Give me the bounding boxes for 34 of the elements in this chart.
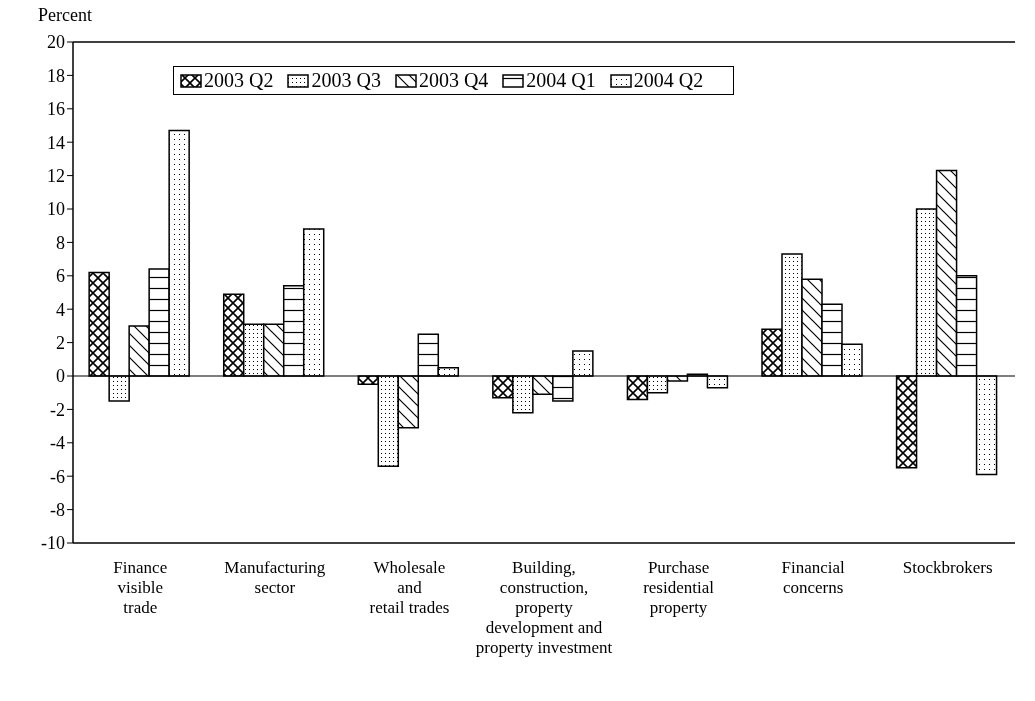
bar xyxy=(975,375,998,476)
x-tick-label: Finance visible trade xyxy=(113,558,168,617)
y-tick-label: 10 xyxy=(47,199,65,220)
legend-label: 2003 Q4 xyxy=(417,69,489,92)
y-tick-label: 20 xyxy=(47,32,65,53)
y-tick-label: -10 xyxy=(41,533,65,554)
legend-label: 2003 Q3 xyxy=(310,69,381,92)
bar xyxy=(108,375,130,402)
x-tick-label: Manufacturing sector xyxy=(224,558,326,597)
legend-label: 2004 Q1 xyxy=(525,69,596,92)
bar xyxy=(572,350,594,377)
y-tick-label: 8 xyxy=(56,232,65,253)
y-tick-label: -8 xyxy=(50,499,65,520)
x-tick-label: Building, construction, property development and property investment xyxy=(475,558,613,657)
x-tick-label: Financial concerns xyxy=(781,558,846,597)
y-tick-label: 0 xyxy=(56,366,65,387)
y-tick-label: 4 xyxy=(56,299,65,320)
legend-label: 2003 Q2 xyxy=(203,69,274,92)
y-tick-label: 14 xyxy=(47,132,65,153)
y-tick-label: 16 xyxy=(47,99,65,120)
x-tick-label: Purchase residential property xyxy=(643,558,715,617)
y-tick-label: 6 xyxy=(56,266,65,287)
y-tick-label: 18 xyxy=(47,65,65,86)
x-tick-label: Wholesale and retail trades xyxy=(369,558,450,617)
y-tick-label: -6 xyxy=(50,466,65,487)
y-tick-label: 2 xyxy=(56,332,65,353)
y-axis-title: Percent xyxy=(38,5,92,26)
y-tick-label: -2 xyxy=(50,399,65,420)
x-tick-label: Stockbrokers xyxy=(902,558,993,577)
bar xyxy=(895,375,918,469)
y-tick-label: 12 xyxy=(47,165,65,186)
y-tick-label: -4 xyxy=(50,433,65,454)
legend-label: 2004 Q2 xyxy=(632,69,704,92)
bar xyxy=(88,271,110,377)
